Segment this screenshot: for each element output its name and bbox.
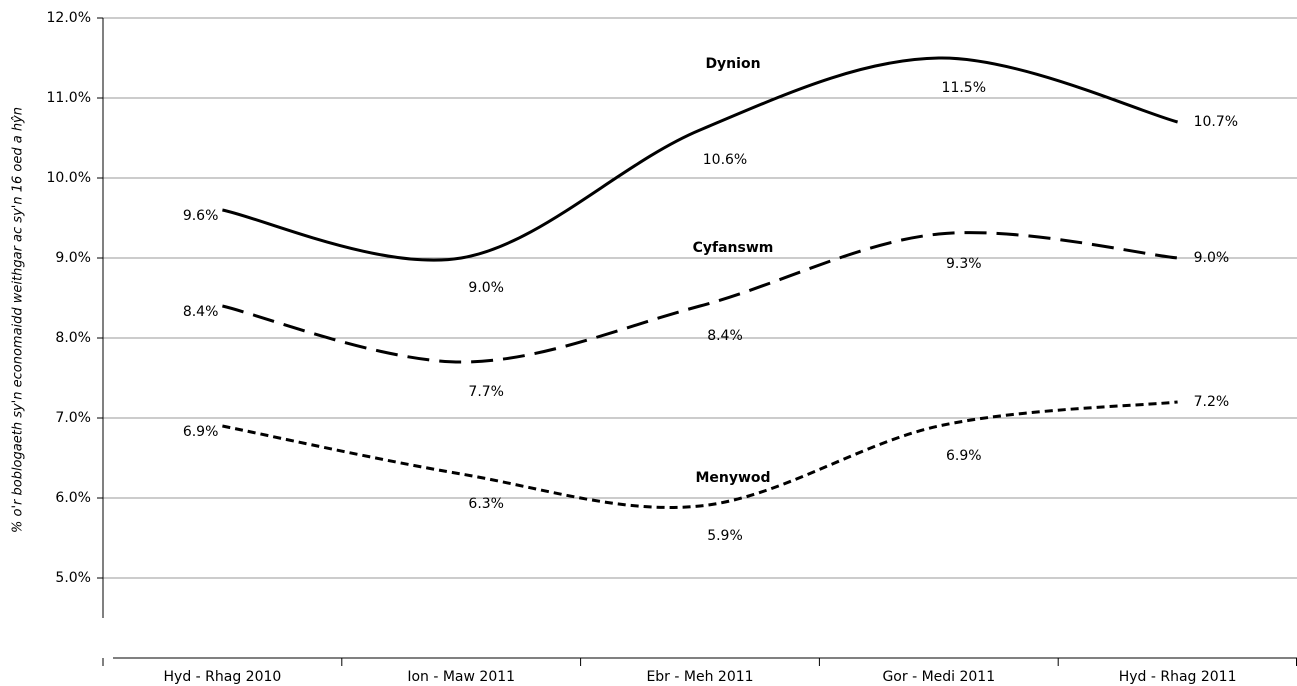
series-name: Menywod bbox=[695, 470, 770, 486]
x-tick-label: Hyd - Rhag 2010 bbox=[164, 669, 282, 685]
series-line bbox=[222, 56, 1178, 262]
y-axis-label: % o'r boblogaeth sy'n economaidd weithga… bbox=[11, 107, 26, 533]
value-label: 10.6% bbox=[703, 152, 747, 168]
y-tick-label: 11.0% bbox=[47, 90, 91, 106]
x-tick-label: Ion - Maw 2011 bbox=[407, 669, 515, 685]
x-tick-label: Gor - Medi 2011 bbox=[882, 669, 995, 685]
series-name: Dynion bbox=[705, 56, 760, 72]
y-tick-label: 9.0% bbox=[55, 250, 91, 266]
value-label: 10.7% bbox=[1194, 114, 1238, 130]
series-line bbox=[222, 400, 1178, 509]
value-label: 7.2% bbox=[1194, 394, 1230, 410]
y-tick-label: 5.0% bbox=[55, 570, 91, 586]
value-label: 6.9% bbox=[946, 448, 982, 464]
value-label: 9.6% bbox=[183, 208, 219, 224]
y-tick-label: 6.0% bbox=[55, 490, 91, 506]
y-tick-label: 8.0% bbox=[55, 330, 91, 346]
value-label: 9.0% bbox=[468, 280, 504, 296]
series-name: Cyfanswm bbox=[693, 240, 774, 256]
value-label: 7.7% bbox=[468, 384, 504, 400]
value-label: 11.5% bbox=[942, 80, 986, 96]
value-label: 8.4% bbox=[183, 304, 219, 320]
y-tick-label: 7.0% bbox=[55, 410, 91, 426]
x-tick-label: Hyd - Rhag 2011 bbox=[1119, 669, 1237, 685]
value-label: 9.3% bbox=[946, 256, 982, 272]
value-label: 6.9% bbox=[183, 424, 219, 440]
value-label: 5.9% bbox=[707, 528, 743, 544]
series-line bbox=[222, 231, 1178, 364]
y-tick-label: 12.0% bbox=[47, 10, 91, 26]
y-tick-label: 10.0% bbox=[47, 170, 91, 186]
value-label: 9.0% bbox=[1194, 250, 1230, 266]
value-label: 6.3% bbox=[468, 496, 504, 512]
value-label: 8.4% bbox=[707, 328, 743, 344]
x-tick-label: Ebr - Meh 2011 bbox=[646, 669, 753, 685]
